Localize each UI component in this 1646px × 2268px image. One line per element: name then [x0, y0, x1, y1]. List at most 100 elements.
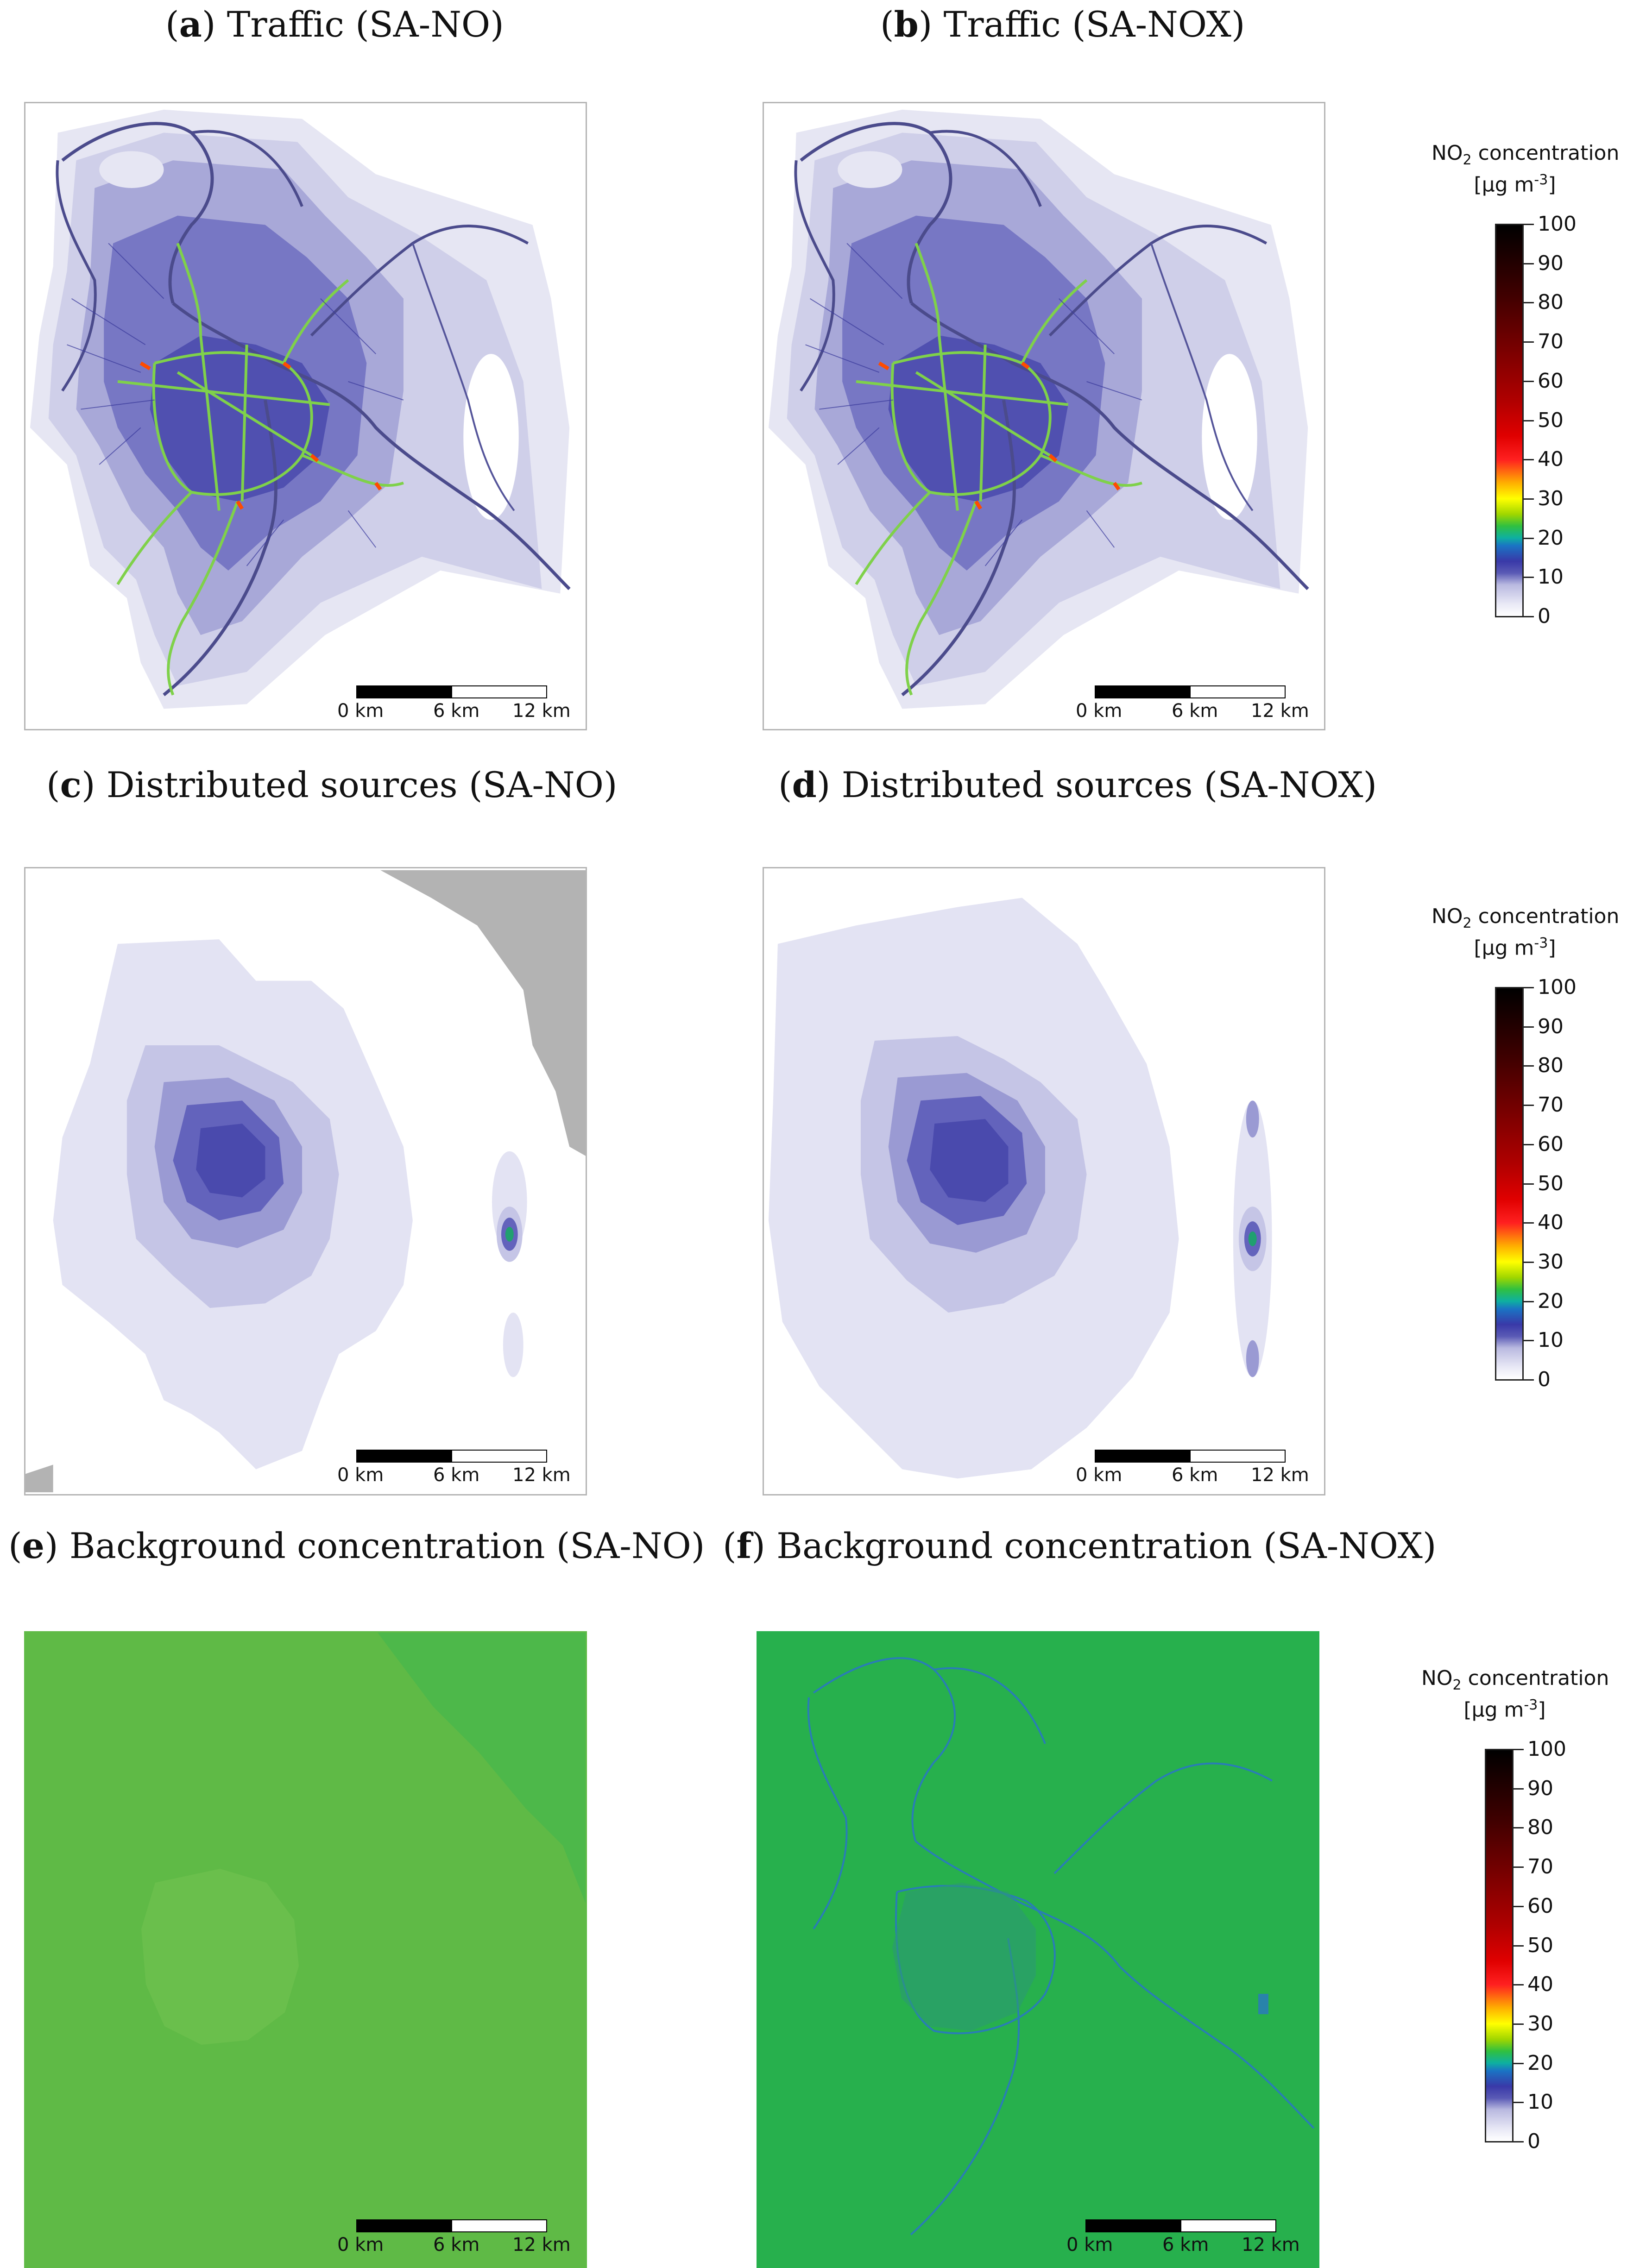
caption-f: (f) Background concentration (SA-NOX) — [723, 1525, 1437, 1566]
colorbar-tick — [1524, 1340, 1534, 1342]
scale-label-0: 0 km — [1076, 700, 1123, 722]
caption-letter: d — [792, 764, 817, 805]
caption-c: (c) Distributed sources (SA-NO) — [46, 764, 618, 805]
legend-title: NO2 concentration — [1432, 141, 1620, 168]
scale-label-12: 12 km — [512, 700, 571, 722]
scale-label-6: 6 km — [433, 1464, 480, 1486]
colorbar-tick — [1524, 498, 1534, 500]
legend-row-2: NO2 concentration [µg m-3] 100 90 80 70 60 50… — [1432, 905, 1620, 1390]
colorbar-tick — [1524, 577, 1534, 578]
colorbar-tick-label: 10 — [1538, 565, 1564, 589]
caption-title: ) Distributed sources (SA-NO) — [81, 764, 618, 805]
scalebar-a — [356, 685, 547, 698]
colorbar-tick-label: 80 — [1527, 1816, 1553, 1840]
scale-label-12: 12 km — [1242, 2234, 1300, 2255]
colorbar-tick — [1524, 537, 1534, 539]
caption-e: (e) Background concentration (SA-NO) — [8, 1525, 705, 1566]
colorbar-tick-label: 60 — [1538, 369, 1564, 393]
colorbar-tick-label: 50 — [1527, 1933, 1553, 1957]
colorbar-tick — [1514, 2141, 1524, 2142]
colorbar-tick — [1514, 1788, 1524, 1790]
traffic-map-a — [25, 103, 586, 729]
map-panel-d — [763, 867, 1325, 1495]
colorbar-tick-label: 70 — [1527, 1855, 1553, 1879]
colorbar — [1485, 1749, 1514, 2142]
colorbar-tick — [1524, 1183, 1534, 1185]
colorbar-tick — [1514, 1827, 1524, 1829]
background-map-e — [25, 1633, 586, 2267]
scalebar-d — [1095, 1450, 1286, 1463]
caption-letter: b — [894, 4, 919, 45]
scale-label-6: 6 km — [1172, 700, 1218, 722]
colorbar-tick — [1514, 1945, 1524, 1947]
scale-label-0: 0 km — [337, 700, 384, 722]
colorbar-tick — [1524, 987, 1534, 988]
scalebar-f — [1085, 2219, 1276, 2232]
colorbar-tick-label: 100 — [1527, 1737, 1566, 1761]
map-panel-e — [24, 1631, 587, 2268]
colorbar-tick-label: 50 — [1538, 1171, 1564, 1195]
colorbar-tick-label: 60 — [1527, 1894, 1553, 1918]
colorbar-tick — [1524, 1065, 1534, 1067]
scale-label-0: 0 km — [1066, 2234, 1113, 2255]
colorbar-tick-label: 70 — [1538, 330, 1564, 354]
colorbar-tick-label: 90 — [1538, 251, 1564, 275]
caption-letter: e — [22, 1525, 45, 1566]
colorbar-tick — [1524, 224, 1534, 225]
scale-label-0: 0 km — [1076, 1464, 1123, 1486]
scale-label-6: 6 km — [433, 2234, 480, 2255]
colorbar-tick — [1524, 1261, 1534, 1263]
caption-title: ) Background concentration (SA-NOX) — [751, 1525, 1437, 1566]
caption-letter: a — [179, 4, 202, 45]
colorbar-tick-label: 10 — [1527, 2090, 1553, 2114]
map-panel-a — [24, 102, 587, 730]
colorbar-tick — [1524, 341, 1534, 343]
caption-title: ) Traffic (SA-NO) — [202, 4, 504, 45]
colorbar-tick — [1524, 1300, 1534, 1302]
colorbar-tick-label: 100 — [1538, 212, 1577, 236]
scalebar-b — [1095, 685, 1286, 698]
colorbar-tick — [1514, 2023, 1524, 2025]
distributed-map-d — [764, 868, 1324, 1494]
colorbar — [1495, 224, 1524, 617]
distributed-map-c — [25, 868, 586, 1494]
caption-title: ) Background concentration (SA-NO) — [44, 1525, 705, 1566]
colorbar-tick-label: 20 — [1538, 526, 1564, 550]
colorbar-tick-label: 30 — [1538, 1250, 1564, 1274]
colorbar-tick — [1514, 2062, 1524, 2064]
legend-row-3: NO2 concentration [µg m-3] 100 90 80 70 60 50… — [1421, 1666, 1609, 2152]
colorbar-tick — [1524, 1105, 1534, 1106]
colorbar-tick — [1514, 1749, 1524, 1750]
caption-letter: f — [736, 1525, 752, 1566]
colorbar-tick-label: 30 — [1527, 2011, 1553, 2036]
colorbar-tick-label: 0 — [1538, 1368, 1551, 1391]
colorbar-tick-label: 0 — [1527, 2130, 1540, 2153]
colorbar-tick — [1524, 263, 1534, 264]
legend-unit: [µg m-3] — [1474, 935, 1556, 960]
colorbar-tick-label: 20 — [1527, 2051, 1553, 2075]
colorbar-tick-label: 70 — [1538, 1093, 1564, 1117]
colorbar-tick-label: 0 — [1538, 604, 1551, 628]
colorbar-tick-label: 80 — [1538, 1054, 1564, 1078]
scale-label-12: 12 km — [1251, 1464, 1309, 1486]
scale-label-6: 6 km — [1172, 1464, 1218, 1486]
legend-title: NO2 concentration — [1432, 905, 1620, 931]
caption-a: (a) Traffic (SA-NO) — [165, 4, 504, 45]
colorbar-tick — [1524, 1379, 1534, 1381]
colorbar-tick-label: 60 — [1538, 1132, 1564, 1156]
caption-d: (d) Distributed sources (SA-NOX) — [778, 764, 1377, 805]
colorbar-tick — [1524, 616, 1534, 617]
scalebar-e — [356, 2219, 547, 2232]
caption-title: ) Distributed sources (SA-NOX) — [816, 764, 1377, 805]
scale-label-0: 0 km — [337, 2234, 384, 2255]
map-panel-b — [763, 102, 1325, 730]
scale-label-6: 6 km — [433, 700, 480, 722]
colorbar-tick-label: 40 — [1538, 447, 1564, 471]
colorbar-tick — [1514, 2102, 1524, 2104]
colorbar-tick-label: 10 — [1538, 1328, 1564, 1352]
colorbar-tick — [1524, 380, 1534, 382]
colorbar-tick-label: 50 — [1538, 408, 1564, 432]
colorbar-tick-label: 20 — [1538, 1289, 1564, 1313]
colorbar-tick-label: 40 — [1527, 1973, 1553, 1997]
caption-b: (b) Traffic (SA-NOX) — [880, 4, 1245, 45]
